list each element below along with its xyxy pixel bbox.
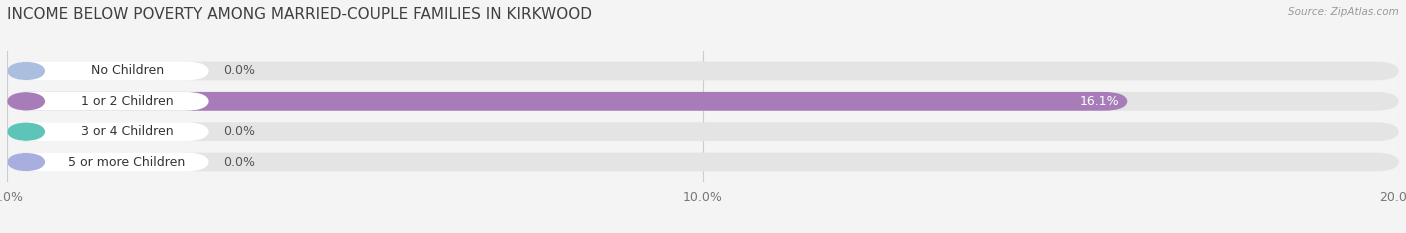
Text: INCOME BELOW POVERTY AMONG MARRIED-COUPLE FAMILIES IN KIRKWOOD: INCOME BELOW POVERTY AMONG MARRIED-COUPL… [7,7,592,22]
FancyBboxPatch shape [7,153,45,171]
FancyBboxPatch shape [7,92,1399,111]
FancyBboxPatch shape [7,92,209,111]
Text: 0.0%: 0.0% [222,155,254,168]
FancyBboxPatch shape [7,122,45,141]
FancyBboxPatch shape [7,153,1399,171]
Text: 0.0%: 0.0% [222,65,254,78]
FancyBboxPatch shape [7,62,1399,80]
FancyBboxPatch shape [7,122,209,141]
FancyBboxPatch shape [7,153,209,171]
Text: 5 or more Children: 5 or more Children [69,155,186,168]
FancyBboxPatch shape [7,62,209,80]
FancyBboxPatch shape [7,62,45,80]
Text: No Children: No Children [90,65,163,78]
Text: 3 or 4 Children: 3 or 4 Children [80,125,173,138]
Text: 1 or 2 Children: 1 or 2 Children [80,95,173,108]
Text: 0.0%: 0.0% [222,125,254,138]
FancyBboxPatch shape [7,122,1399,141]
FancyBboxPatch shape [7,92,45,111]
Text: Source: ZipAtlas.com: Source: ZipAtlas.com [1288,7,1399,17]
FancyBboxPatch shape [7,92,1128,111]
Text: 16.1%: 16.1% [1080,95,1119,108]
